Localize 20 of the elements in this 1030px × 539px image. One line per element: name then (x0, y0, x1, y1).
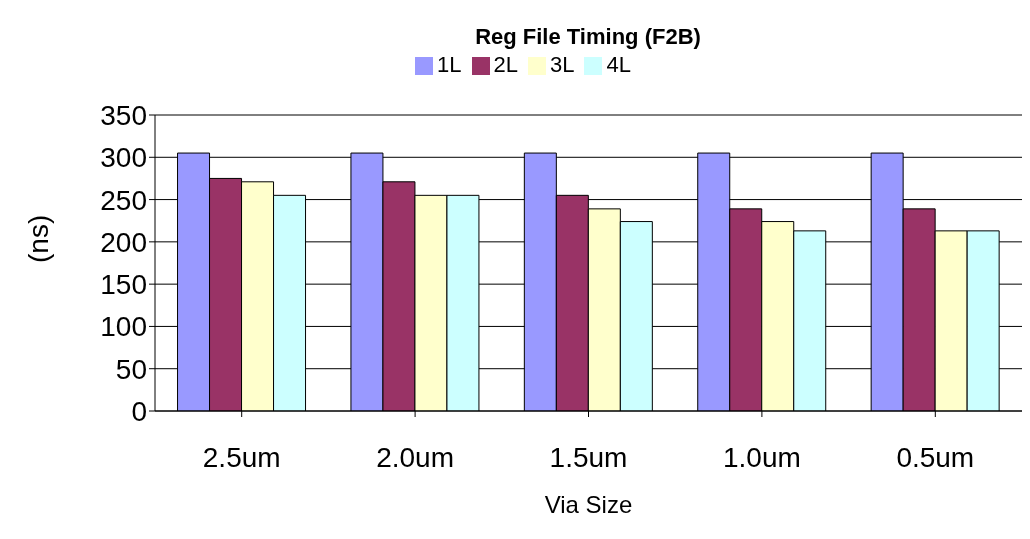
y-tick-label: 350 (100, 99, 147, 131)
x-axis-title: Via Size (544, 491, 633, 518)
legend-label: 1L (437, 52, 462, 77)
legend-label: 3L (550, 52, 575, 77)
x-tick-label: 0.5um (896, 441, 975, 473)
chart-title: Reg File Timing (F2B) (474, 24, 702, 50)
y-tick-label: 200 (100, 226, 147, 258)
x-tick-label: 1.5um (549, 441, 628, 473)
x-tick-label: 1.0um (722, 441, 801, 473)
legend-label: 4L (606, 52, 631, 77)
legend-label: 2L (493, 52, 518, 77)
y-axis-title: (ns) (22, 214, 54, 263)
x-tick-label: 2.5um (202, 441, 281, 473)
y-tick-label: 250 (100, 184, 147, 216)
y-tick-label: 150 (100, 269, 147, 301)
y-tick-label: 50 (115, 353, 147, 385)
y-tick-label: 300 (100, 142, 147, 174)
x-tick-label: 2.0um (376, 441, 455, 473)
y-tick-label: 0 (131, 395, 147, 427)
y-tick-label: 100 (100, 311, 147, 343)
